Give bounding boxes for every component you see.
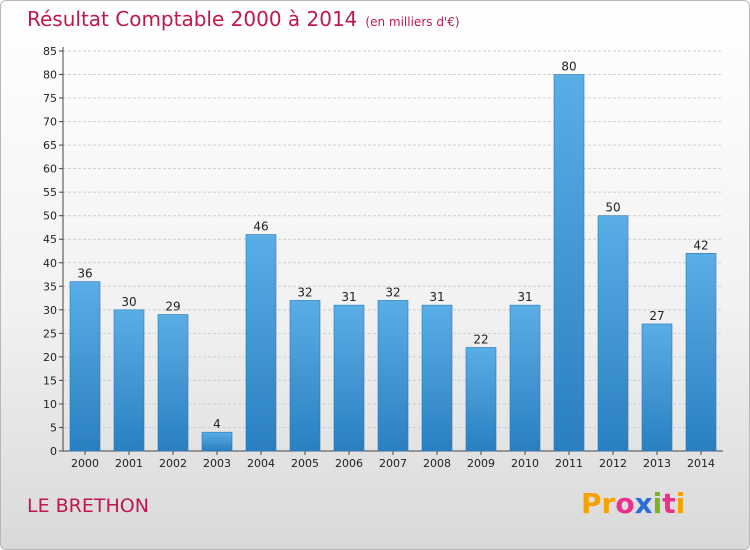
y-tick-label: 45: [43, 233, 57, 246]
y-tick-label: 35: [43, 280, 57, 293]
data-label: 32: [385, 285, 400, 299]
data-label: 32: [297, 285, 312, 299]
bar: [69, 281, 101, 452]
bar: [289, 300, 321, 452]
chart-title-unit: (en milliers d'€): [365, 15, 460, 29]
bar: [685, 253, 717, 452]
x-tick-label: 2004: [247, 457, 275, 470]
bar: [553, 74, 585, 452]
bar: [421, 304, 453, 452]
y-tick-label: 55: [43, 186, 57, 199]
data-labels: 36 30 29 4 46 32 31 32 31 22 31 80 50 27 42: [77, 60, 708, 432]
bar: [245, 234, 277, 452]
y-tick-label: 20: [43, 351, 57, 364]
y-tick-label: 75: [43, 92, 57, 105]
x-tick-label: 2012: [599, 457, 627, 470]
data-label: 29: [165, 300, 180, 314]
chart-title: Résultat Comptable 2000 à 2014 (en millie…: [27, 7, 460, 31]
logo-letter: P: [581, 487, 602, 520]
bar: [509, 304, 541, 452]
logo-letter: t: [662, 487, 676, 520]
commune-name: LE BRETHON: [27, 495, 149, 517]
x-tick-label: 2001: [115, 457, 143, 470]
logo-letter: i: [652, 487, 663, 520]
y-tick-label: 60: [43, 163, 57, 176]
axes: 0 5 10 15 20 25 30 35 40 45 50 55 60 65 70 75 80 85 2000 20…: [43, 45, 723, 470]
bar: [597, 215, 629, 452]
x-tick-label: 2005: [291, 457, 319, 470]
y-tick-label: 65: [43, 139, 57, 152]
data-label: 4: [213, 417, 221, 431]
y-tick-label: 5: [50, 421, 57, 434]
data-label: 22: [473, 332, 488, 346]
bars: [69, 74, 717, 452]
x-tick-label: 2000: [71, 457, 99, 470]
x-tick-label: 2009: [467, 457, 495, 470]
x-tick-label: 2014: [687, 457, 715, 470]
logo-letter: x: [634, 487, 653, 520]
data-label: 30: [121, 295, 136, 309]
data-label: 46: [253, 220, 268, 234]
bar: [113, 309, 145, 452]
y-tick-label: 70: [43, 116, 57, 129]
x-tick-label: 2003: [203, 457, 231, 470]
y-tick-label: 25: [43, 327, 57, 340]
logo-letter: r: [601, 487, 616, 520]
data-label: 42: [693, 238, 708, 252]
x-tick-label: 2008: [423, 457, 451, 470]
data-label: 50: [605, 201, 620, 215]
x-tick-label: 2007: [379, 457, 407, 470]
bar: [157, 314, 189, 452]
data-label: 80: [561, 60, 576, 74]
logo-letter: i: [675, 487, 686, 520]
y-tick-label: 10: [43, 398, 57, 411]
y-tick-label: 50: [43, 210, 57, 223]
bar: [641, 323, 673, 452]
data-label: 36: [77, 267, 92, 281]
bar: [377, 300, 409, 452]
data-label: 31: [429, 290, 444, 304]
y-tick-label: 40: [43, 257, 57, 270]
y-tick-label: 15: [43, 374, 57, 387]
x-tick-label: 2002: [159, 457, 187, 470]
proxiti-logo[interactable]: Proxiti: [581, 487, 685, 520]
x-tick-label: 2010: [511, 457, 539, 470]
data-label: 27: [649, 309, 664, 323]
y-tick-label: 85: [43, 45, 57, 58]
y-tick-label: 30: [43, 304, 57, 317]
logo-letter: o: [615, 487, 635, 520]
bar: [333, 304, 365, 452]
x-tick-label: 2006: [335, 457, 363, 470]
bar: [201, 431, 233, 452]
data-label: 31: [341, 290, 356, 304]
x-tick-label: 2011: [555, 457, 583, 470]
data-label: 31: [517, 290, 532, 304]
y-tick-label: 80: [43, 69, 57, 82]
x-tick-label: 2013: [643, 457, 671, 470]
y-tick-label: 0: [50, 445, 57, 458]
bar: [465, 347, 497, 452]
chart-title-main: Résultat Comptable 2000 à 2014: [27, 7, 358, 31]
